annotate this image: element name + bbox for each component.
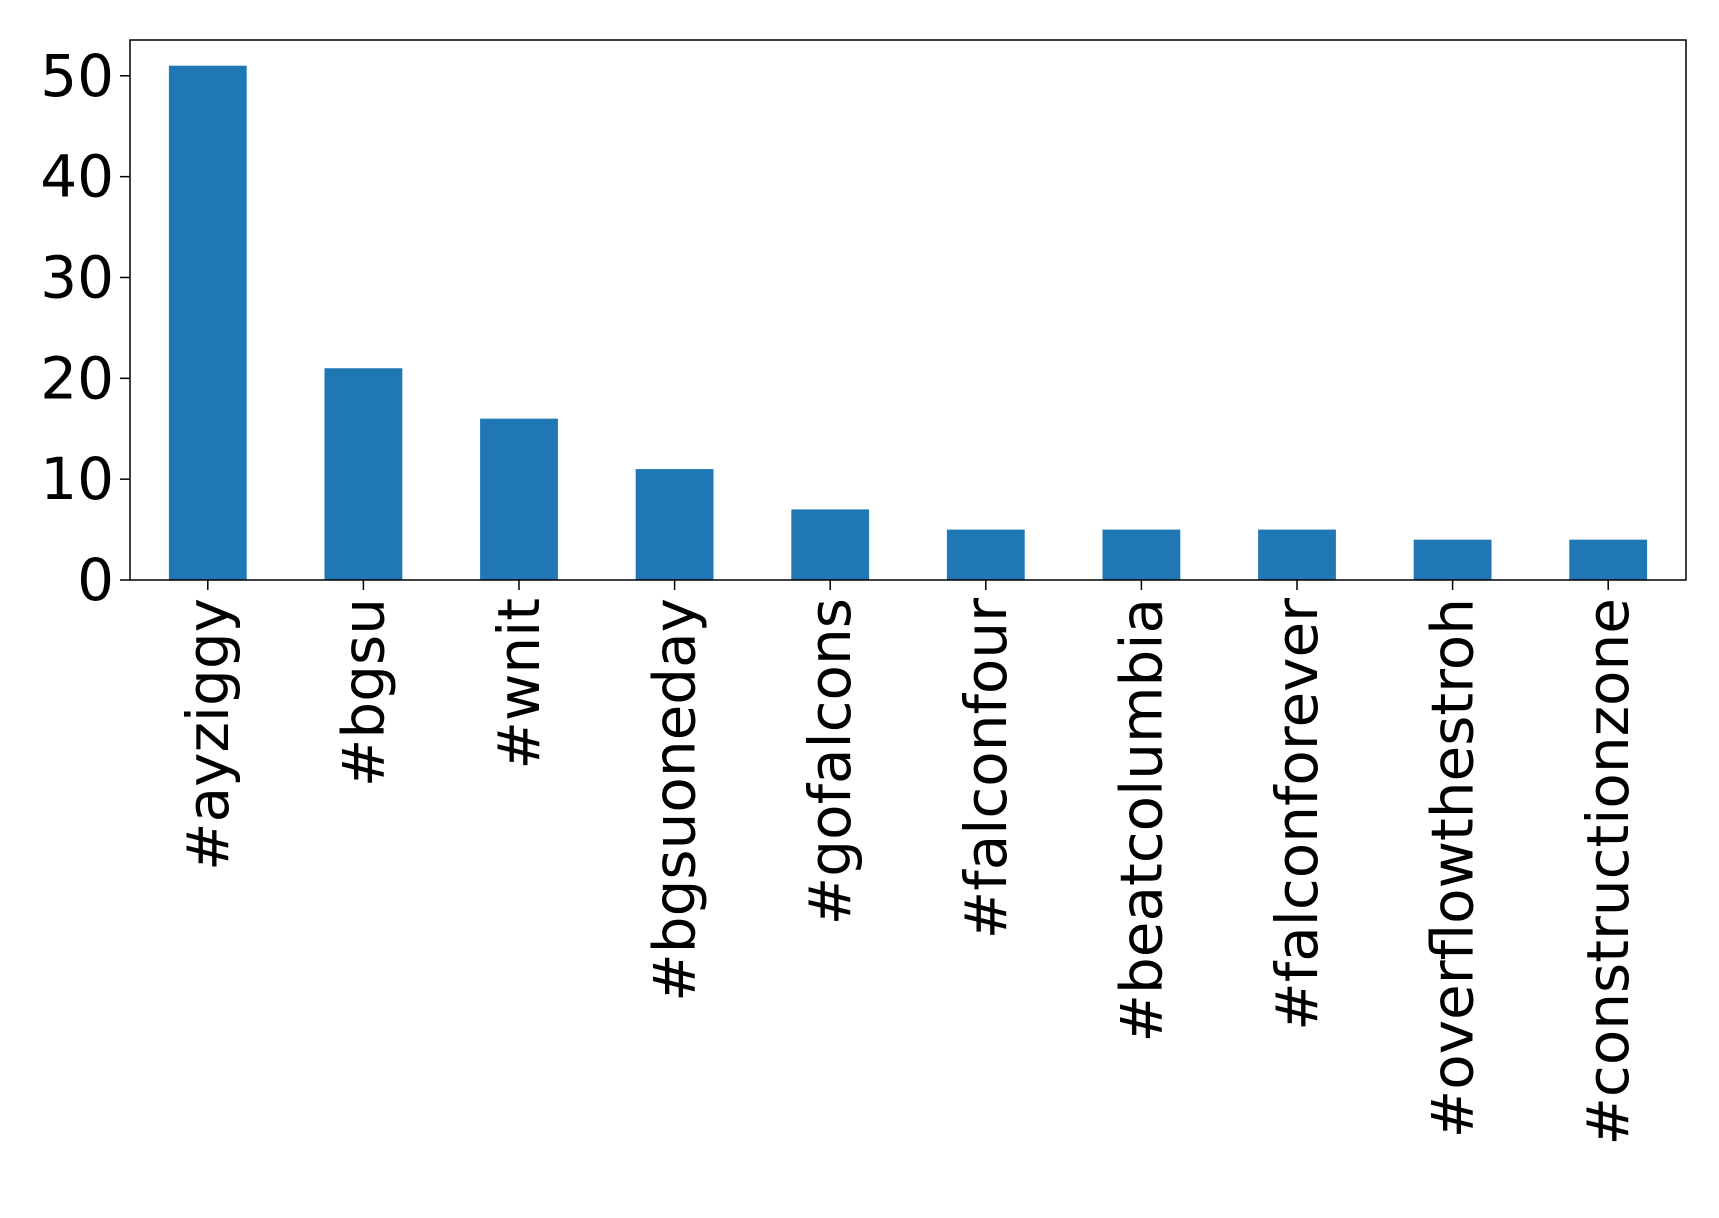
- x-tick-label: #wnit: [485, 598, 553, 770]
- bar-beatcolumbia: [1102, 529, 1181, 580]
- x-tick-label: #gofalcons: [796, 598, 864, 925]
- bar-ayziggy: [168, 65, 247, 580]
- x-tick-label: #falconforever: [1263, 598, 1331, 1031]
- y-tick-label: 50: [40, 42, 114, 110]
- x-tick-label: #overflowthestroh: [1419, 598, 1487, 1138]
- y-axis: 0 10 20 30 40 50: [40, 42, 130, 614]
- bar-falconfour: [946, 529, 1025, 580]
- x-tick-label: #falconfour: [952, 598, 1020, 939]
- x-axis: #ayziggy #bgsu #wnit #bgsuoneday #gofalcons #…: [174, 580, 1642, 1146]
- y-tick-label: 30: [40, 243, 114, 311]
- bars-group: [168, 65, 1648, 580]
- bar-gofalcons: [791, 509, 870, 580]
- y-tick-label: 40: [40, 143, 114, 211]
- x-tick-label: #ayziggy: [174, 598, 242, 871]
- plot-frame: [129, 39, 1687, 581]
- x-tick-label: #beatcolumbia: [1107, 598, 1175, 1043]
- bar-wnit: [480, 418, 558, 580]
- y-tick-label: 20: [40, 344, 114, 412]
- bar-constructionzone: [1569, 539, 1648, 580]
- bar-overflowthestroh: [1413, 539, 1492, 580]
- x-tick-label: #bgsuoneday: [641, 598, 709, 1002]
- y-tick-label: 0: [77, 546, 114, 614]
- y-tick-label: 10: [40, 445, 114, 513]
- bar-falconforever: [1258, 529, 1336, 580]
- x-tick-label: #constructionzone: [1574, 598, 1642, 1146]
- bar-bgsu: [324, 368, 403, 580]
- bar-bgsuoneday: [635, 469, 714, 580]
- x-tick-label: #bgsu: [329, 598, 397, 787]
